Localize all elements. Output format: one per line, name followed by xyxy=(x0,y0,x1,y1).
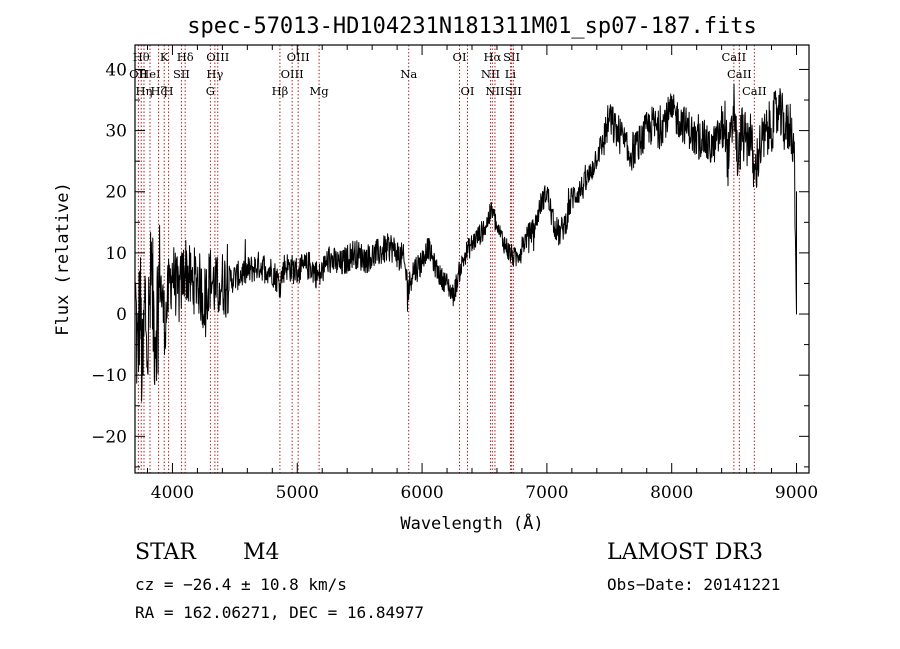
line-marker-label: OIII xyxy=(287,50,310,64)
line-marker-label: OII xyxy=(129,67,148,81)
y-tick-label: −10 xyxy=(91,366,127,386)
line-marker-label: Li xyxy=(505,67,517,81)
y-tick-label: 0 xyxy=(116,305,127,325)
line-marker-label: Hα xyxy=(483,50,501,64)
line-marker-label: CaII xyxy=(721,50,746,64)
line-marker-label: K xyxy=(160,50,169,64)
line-marker-label: CaII xyxy=(742,84,767,98)
redshift-readout: cz = −26.4 ± 10.8 km/s xyxy=(135,575,347,594)
x-tick-label: 9000 xyxy=(775,483,818,503)
chart-title: spec-57013-HD104231N181311M01_sp07-187.f… xyxy=(187,14,757,39)
line-marker-label: G xyxy=(206,84,215,98)
x-axis-label: Wavelength (Å) xyxy=(400,512,543,534)
line-marker-label: OI xyxy=(461,84,475,98)
line-marker-label: Hη xyxy=(136,84,153,98)
plot-frame xyxy=(134,44,810,474)
line-marker-label: NII xyxy=(485,84,504,98)
line-marker-label: NII xyxy=(481,67,500,81)
line-marker-label: HeI xyxy=(139,67,160,81)
y-tick-label: −20 xyxy=(91,427,127,447)
line-marker-label: Hδ xyxy=(177,50,194,64)
y-tick-label: 40 xyxy=(105,60,127,80)
x-tick-label: 8000 xyxy=(650,483,693,503)
line-marker-label: CaII xyxy=(727,67,752,81)
line-marker-label: Hγ xyxy=(206,67,223,81)
object-class: STAR xyxy=(135,540,196,565)
y-tick-label: 10 xyxy=(105,244,127,264)
obs-date: Obs−Date: 20141221 xyxy=(607,575,781,594)
line-marker-label: OI xyxy=(453,50,467,64)
line-marker-label: SII xyxy=(505,84,522,98)
y-tick-label: 30 xyxy=(105,122,127,142)
line-marker-label: SII xyxy=(173,67,190,81)
y-axis-label: Flux (relative) xyxy=(53,182,73,336)
y-axis-ticks: −20 −10 0 10 20 30 40 xyxy=(91,60,809,468)
line-marker-label: Hβ xyxy=(272,84,289,98)
line-marker-label: OIII xyxy=(281,67,304,81)
line-marker-label: SII xyxy=(503,50,520,64)
line-marker-label: H xyxy=(164,84,174,98)
line-marker-label: Na xyxy=(400,67,417,81)
line-marker-label: Hζ xyxy=(150,84,166,98)
line-marker-label: OIII xyxy=(206,50,229,64)
spectrum-series-flux xyxy=(135,83,797,402)
x-tick-label: 7000 xyxy=(525,483,568,503)
coordinates: RA = 162.06271, DEC = 16.84977 xyxy=(135,603,424,622)
x-axis-ticks: 4000 5000 6000 7000 8000 9000 xyxy=(146,45,818,503)
x-tick-label: 6000 xyxy=(400,483,443,503)
survey-name: LAMOST DR3 xyxy=(607,540,763,565)
line-marker-label: Mg xyxy=(310,84,330,98)
y-tick-label: 20 xyxy=(105,183,127,203)
line-marker-label: Hθ xyxy=(133,50,150,64)
subclass: M4 xyxy=(243,540,280,565)
x-tick-label: 4000 xyxy=(151,483,194,503)
x-tick-label: 5000 xyxy=(276,483,319,503)
